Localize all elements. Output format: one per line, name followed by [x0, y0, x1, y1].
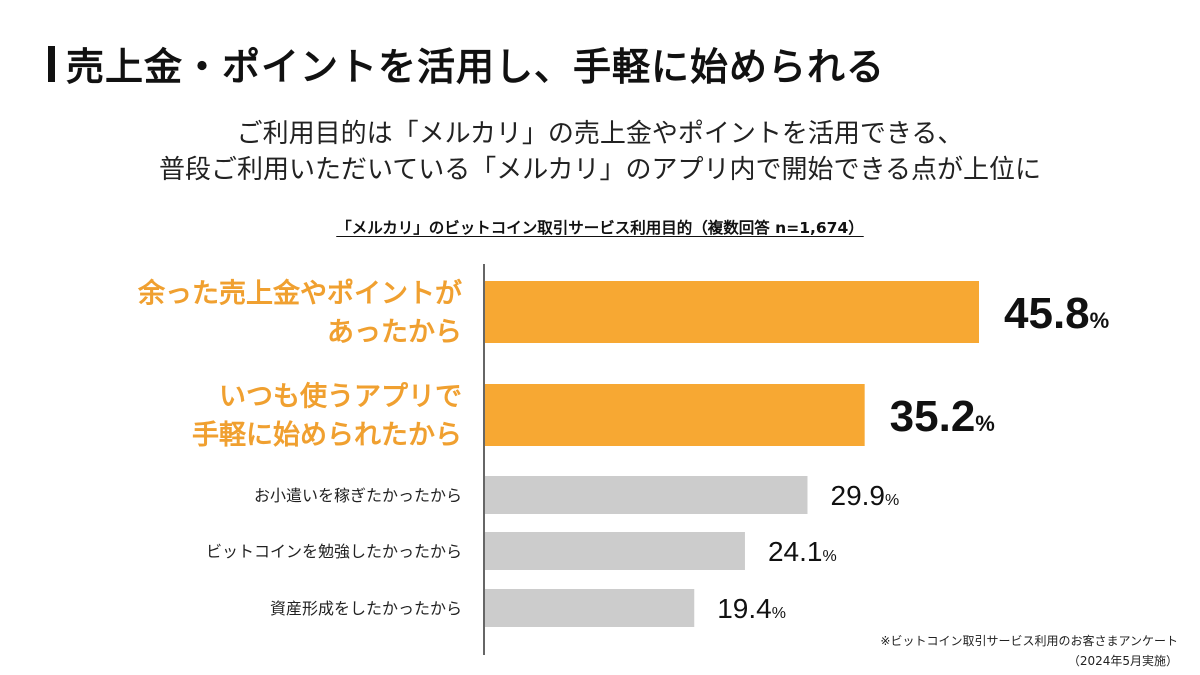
bar-value-unit-2: % — [975, 411, 995, 436]
bar-4 — [485, 532, 745, 570]
bar-label-1-line-2: あったから — [327, 317, 462, 348]
title-marker — [48, 46, 55, 82]
bar-value-unit-1: % — [1090, 308, 1110, 333]
bar-value-1: 45.8% — [1004, 289, 1109, 338]
bar-label-1-line-1: 余った売上金やポイントが — [137, 278, 462, 310]
bar-value-unit-5: % — [772, 605, 786, 622]
bar-label-4: ビットコインを勉強したかったから — [206, 542, 462, 561]
footnote-date: （2024年5月実施） — [1067, 654, 1178, 668]
bar-3 — [485, 476, 808, 514]
chart-title: 「メルカリ」のビットコイン取引サービス利用目的（複数回答 n=1,674） — [0, 216, 1200, 238]
page-title: 売上金・ポイントを活用し、手軽に始められる — [66, 45, 886, 89]
footnote-survey: ※ビットコイン取引サービス利用のお客さまアンケート — [880, 634, 1178, 648]
bar-label-3: お小遣いを稼ぎたかったから — [254, 486, 462, 505]
bar-value-4: 24.1% — [768, 536, 837, 567]
bar-value-3: 29.9% — [831, 480, 900, 511]
bar-value-unit-3: % — [885, 492, 899, 509]
bar-label-2-line-1: いつも使うアプリで — [219, 382, 462, 413]
bar-2 — [485, 384, 865, 446]
bar-1 — [485, 281, 979, 343]
bar-value-5: 19.4% — [717, 593, 786, 624]
subtitle-line-2: 普段ご利用いただいている「メルカリ」のアプリ内で開始できる点が上位に — [159, 155, 1041, 185]
bar-value-2: 35.2% — [890, 392, 995, 441]
bar-value-unit-4: % — [822, 548, 836, 565]
subtitle-line-1: ご利用目的は「メルカリ」の売上金やポイントを活用できる、 — [236, 119, 964, 149]
bar-5 — [485, 589, 695, 627]
bar-label-5: 資産形成をしたかったから — [270, 599, 462, 618]
chart-title-text: 「メルカリ」のビットコイン取引サービス利用目的（複数回答 n=1,674） — [336, 219, 864, 237]
bar-label-2-line-2: 手軽に始められたから — [192, 419, 462, 451]
